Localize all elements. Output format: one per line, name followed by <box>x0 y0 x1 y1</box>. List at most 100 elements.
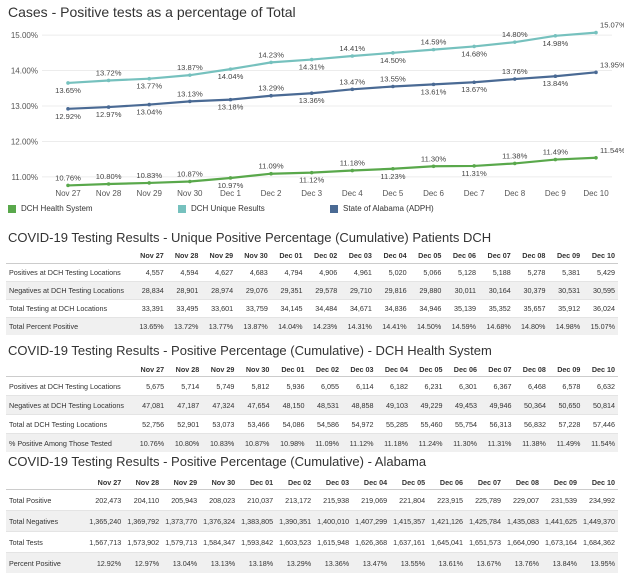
data-point <box>432 48 436 52</box>
table-cell: 5,278 <box>514 263 549 281</box>
row-label: Positives at DCH Testing Locations <box>6 263 132 281</box>
table-cell: 5,066 <box>410 263 445 281</box>
table-cell: 54,972 <box>342 415 376 434</box>
table-cell: 205,943 <box>162 490 200 511</box>
legend-label: State of Alabama (ADPH) <box>343 204 434 213</box>
table-cell: 35,657 <box>514 299 549 317</box>
table-cell: 57,228 <box>549 415 583 434</box>
data-point <box>432 83 436 87</box>
table-cell: 215,938 <box>314 490 352 511</box>
table-cell: 12.92% <box>86 553 124 573</box>
table-cell: 1,664,090 <box>504 532 542 553</box>
row-label: Negatives at DCH Testing Locations <box>6 396 132 415</box>
table-cell: 30,595 <box>583 281 618 299</box>
table-cell: 1,407,299 <box>352 511 390 532</box>
row-label: % Positive Among Those Tested <box>6 434 132 453</box>
table-cell: 1,615,948 <box>314 532 352 553</box>
column-header: Dec 04 <box>375 249 410 263</box>
table-cell: 14.31% <box>340 317 375 335</box>
data-point <box>594 71 598 75</box>
table-cell: 221,804 <box>390 490 428 511</box>
table-cell: 15.07% <box>583 317 618 335</box>
column-header: Dec 08 <box>514 363 548 377</box>
data-point <box>107 79 111 83</box>
table-cell: 229,007 <box>504 490 542 511</box>
table-2-title: COVID-19 Testing Results - Positive Perc… <box>8 343 492 358</box>
table-cell: 50,650 <box>549 396 583 415</box>
data-label: 14.68% <box>461 49 487 58</box>
column-header: Dec 03 <box>340 249 375 263</box>
x-tick-label: Dec 3 <box>301 189 322 198</box>
table-cell: 13.84% <box>542 553 580 573</box>
table-cell: 34,836 <box>375 299 410 317</box>
row-label: Total Percent Positive <box>6 317 132 335</box>
table-cell: 33,495 <box>167 299 202 317</box>
table-cell: 56,832 <box>514 415 548 434</box>
table-cell: 30,531 <box>548 281 583 299</box>
legend-label: DCH Health System <box>21 204 93 213</box>
table-cell: 5,812 <box>237 377 272 396</box>
table-cell: 53,466 <box>237 415 272 434</box>
data-point <box>66 107 70 111</box>
data-point <box>391 85 395 89</box>
data-label: 13.87% <box>177 63 203 72</box>
data-point <box>229 176 233 180</box>
column-header: Dec 04 <box>377 363 411 377</box>
table-cell: 4,683 <box>236 263 271 281</box>
table-cell: 1,567,713 <box>86 532 124 553</box>
column-header: Dec 09 <box>548 249 583 263</box>
data-point <box>229 67 233 71</box>
table-cell: 11.12% <box>342 434 376 453</box>
table-cell: 1,383,805 <box>238 511 276 532</box>
table-cell: 57,446 <box>583 415 618 434</box>
table-cell: 10.83% <box>202 434 237 453</box>
column-header: Dec 02 <box>306 249 341 263</box>
column-header: Dec 05 <box>410 249 445 263</box>
row-label: Total Tests <box>6 532 86 553</box>
table-cell: 49,229 <box>411 396 445 415</box>
x-tick-label: Dec 2 <box>261 189 282 198</box>
row-label: Total at DCH Testing Locations <box>6 415 132 434</box>
table-cell: 1,365,240 <box>86 511 124 532</box>
column-header: Dec 01 <box>271 249 306 263</box>
table-cell: 1,441,625 <box>542 511 580 532</box>
table-cell: 34,671 <box>340 299 375 317</box>
data-label: 11.31% <box>462 169 487 178</box>
table-cell: 11.31% <box>480 434 514 453</box>
table-cell: 11.09% <box>308 434 342 453</box>
data-label: 11.30% <box>421 154 446 163</box>
column-header: Dec 08 <box>504 475 542 490</box>
data-label: 11.23% <box>380 172 405 181</box>
table-cell: 6,578 <box>549 377 583 396</box>
x-tick-label: Dec 10 <box>583 189 609 198</box>
data-label: 11.38% <box>502 151 527 160</box>
table-cell: 219,069 <box>352 490 390 511</box>
table-cell: 54,086 <box>272 415 307 434</box>
table-cell: 5,020 <box>375 263 410 281</box>
table-cell: 52,756 <box>132 415 167 434</box>
table-cell: 35,139 <box>444 299 479 317</box>
table-cell: 1,390,351 <box>276 511 314 532</box>
table-cell: 14.59% <box>444 317 479 335</box>
data-label: 14.31% <box>299 63 325 72</box>
table-cell: 1,673,164 <box>542 532 580 553</box>
data-point <box>472 164 476 168</box>
table-cell: 1,573,902 <box>124 532 162 553</box>
x-tick-label: Nov 29 <box>137 189 163 198</box>
table-cell: 204,110 <box>124 490 162 511</box>
table-cell: 13.65% <box>132 317 167 335</box>
table-cell: 6,182 <box>377 377 411 396</box>
table-cell: 50,364 <box>514 396 548 415</box>
table-cell: 5,381 <box>548 263 583 281</box>
data-point <box>351 54 355 58</box>
column-header: Nov 30 <box>237 363 272 377</box>
table-cell: 6,055 <box>308 377 342 396</box>
x-tick-label: Dec 5 <box>382 189 403 198</box>
column-header: Nov 29 <box>202 363 237 377</box>
table-cell: 48,531 <box>308 396 342 415</box>
table-cell: 33,391 <box>132 299 167 317</box>
data-point <box>188 180 192 184</box>
table-cell: 5,675 <box>132 377 167 396</box>
